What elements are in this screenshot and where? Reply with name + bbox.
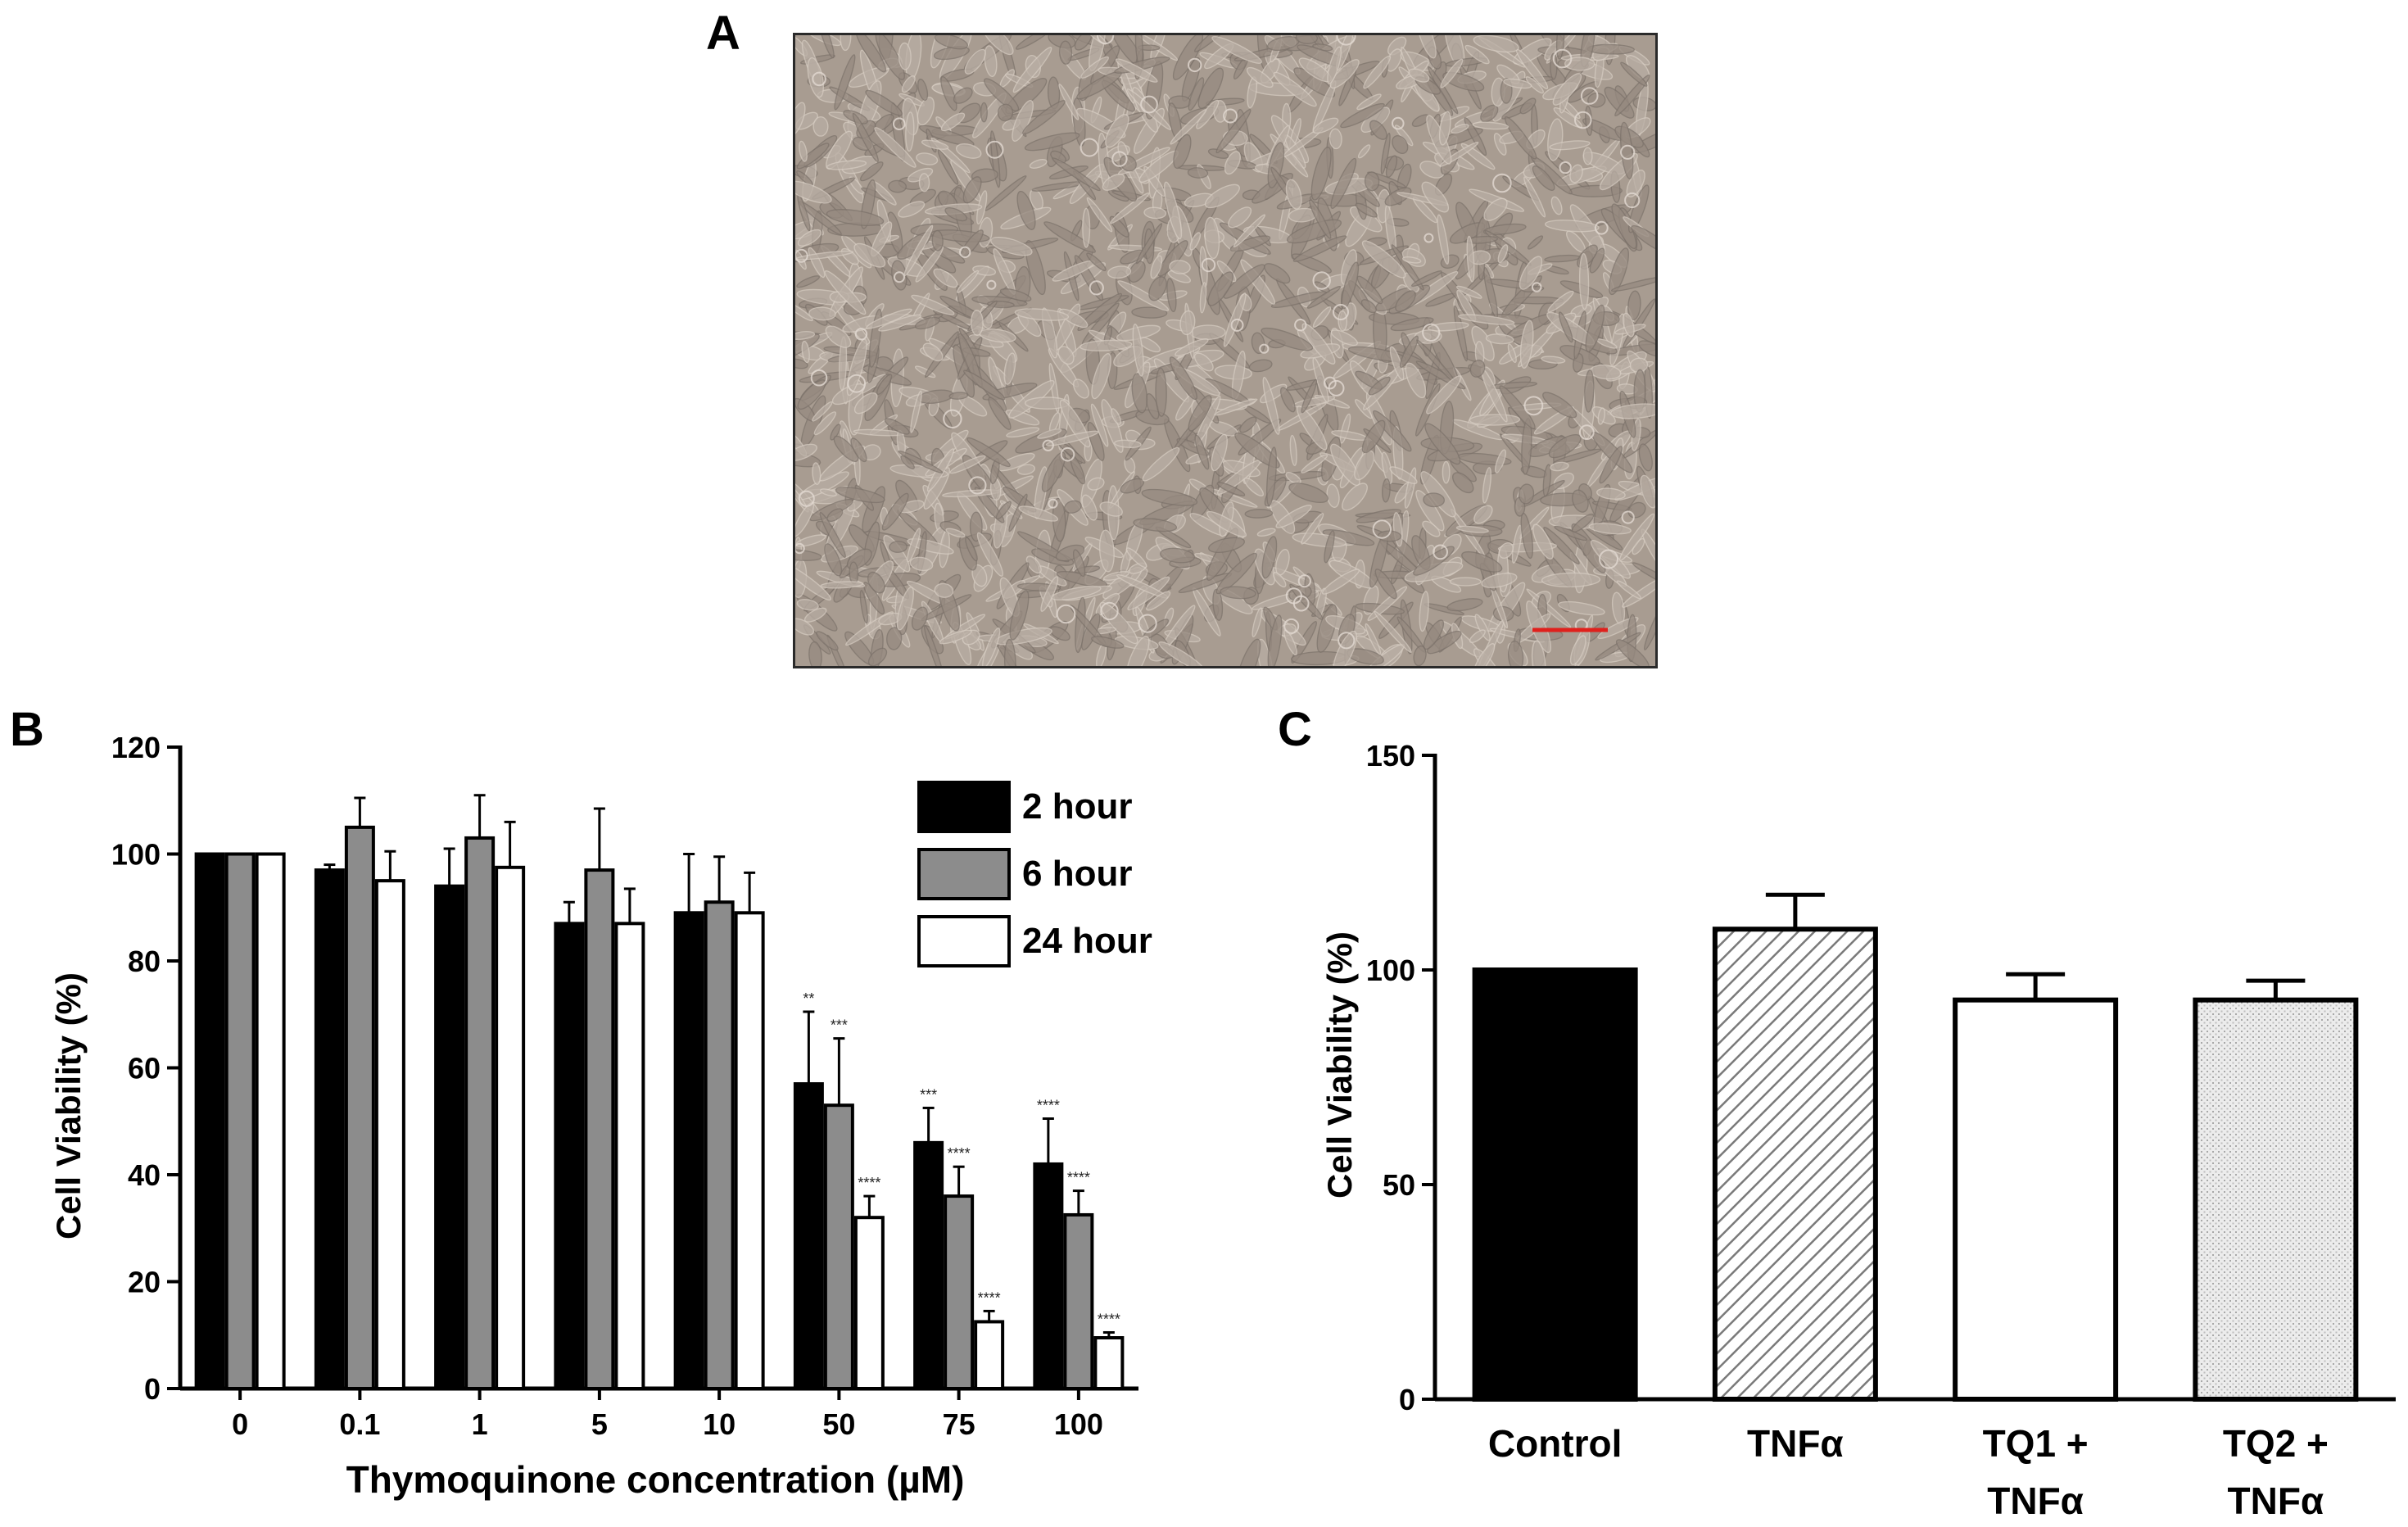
- bar: [2193, 997, 2359, 1402]
- bar: [495, 865, 526, 1390]
- bar: [314, 868, 345, 1390]
- legend-swatch: [917, 848, 1011, 900]
- bar: [853, 1216, 885, 1391]
- y-tick-label: 100: [1366, 954, 1415, 987]
- x-tick-label: TQ2 +: [2223, 1422, 2329, 1465]
- bar: [194, 852, 225, 1390]
- bar: [734, 911, 765, 1390]
- x-tick-label: 0.1: [339, 1407, 380, 1441]
- y-tick-label: 60: [128, 1052, 161, 1085]
- cell-viability-concentration-chart: Cell Viability (%) Thymoquinone concentr…: [49, 731, 1152, 1501]
- bar: [944, 1194, 975, 1390]
- cell-micrograph: [793, 33, 1658, 668]
- significance-marker: ****: [1098, 1311, 1120, 1327]
- x-tick-label: 75: [943, 1407, 975, 1441]
- significance-marker: ***: [920, 1086, 937, 1103]
- bar: [1063, 1212, 1094, 1390]
- y-tick-label: 0: [144, 1372, 161, 1406]
- cell-viability-treatment-chart: Cell Viability (%) 0 50 100 150 Control TNFα T…: [1320, 739, 2396, 1522]
- y-tick-label: 20: [128, 1266, 161, 1299]
- significance-marker: **: [803, 990, 814, 1007]
- x-tick-label: 0: [232, 1407, 248, 1441]
- x-tick-label: 100: [1054, 1407, 1103, 1441]
- micrograph-cells: [795, 35, 1655, 666]
- x-tick-label: 1: [472, 1407, 488, 1441]
- bar: [584, 868, 615, 1390]
- x-tick-label: Control: [1488, 1422, 1623, 1465]
- panel-label-b: B: [10, 703, 44, 756]
- significance-marker: ****: [1067, 1170, 1090, 1186]
- y-tick-label: 50: [1383, 1168, 1415, 1202]
- significance-marker: ****: [858, 1175, 880, 1191]
- x-tick-label: TQ1 +: [1983, 1422, 2089, 1465]
- legend-label: 24 hour: [1022, 921, 1152, 961]
- significance-marker: ***: [831, 1017, 848, 1034]
- legend: 2 hour 6 hour 24 hour: [917, 781, 1152, 967]
- bar: [823, 1103, 854, 1390]
- y-axis-label: Cell Viability (%): [49, 972, 88, 1239]
- y-tick-label: 120: [111, 731, 161, 764]
- significance-marker: ****: [1037, 1097, 1060, 1113]
- x-tick-label: TNFα: [1987, 1479, 2084, 1522]
- legend-label: 2 hour: [1022, 786, 1132, 827]
- panel-label-c: C: [1278, 703, 1312, 756]
- bar: [704, 900, 735, 1391]
- x-tick-label: 50: [822, 1407, 855, 1441]
- bar: [1712, 927, 1878, 1402]
- bar: [224, 852, 256, 1390]
- bar: [793, 1082, 824, 1390]
- bar: [434, 884, 465, 1390]
- x-axis-label: Thymoquinone concentration (µM): [346, 1458, 965, 1501]
- y-tick-label: 40: [128, 1158, 161, 1192]
- significance-marker: ****: [978, 1289, 1001, 1306]
- legend-label: 6 hour: [1022, 854, 1132, 894]
- panel-label-a: A: [706, 7, 740, 60]
- significance-marker: ****: [948, 1145, 971, 1162]
- bar: [673, 911, 704, 1390]
- bar: [614, 922, 645, 1390]
- bar: [464, 836, 496, 1391]
- bar: [1953, 997, 2119, 1402]
- x-tick-label: TNFα: [1747, 1422, 1844, 1465]
- y-tick-label: 150: [1366, 739, 1415, 773]
- bar: [344, 825, 375, 1390]
- y-tick-label: 80: [128, 945, 161, 978]
- y-tick-label: 0: [1399, 1383, 1415, 1416]
- bar: [1033, 1162, 1064, 1390]
- bar: [974, 1320, 1005, 1390]
- bar: [1472, 967, 1638, 1402]
- bar: [374, 879, 405, 1390]
- x-tick-label: TNFα: [2228, 1479, 2324, 1522]
- legend-swatch: [917, 781, 1011, 833]
- y-tick-label: 100: [111, 838, 161, 872]
- legend-swatch: [917, 915, 1011, 967]
- x-tick-label: 5: [591, 1407, 608, 1441]
- bar: [913, 1140, 944, 1390]
- bar: [1093, 1336, 1125, 1391]
- y-axis-label: Cell Viability (%): [1320, 931, 1359, 1198]
- x-tick-label: 10: [703, 1407, 736, 1441]
- plot-area: 0 50 100 150 Control TNFα TQ1 + TNFα TQ2 + TNFα: [1366, 739, 2396, 1522]
- bar: [255, 852, 286, 1390]
- bar: [554, 922, 585, 1390]
